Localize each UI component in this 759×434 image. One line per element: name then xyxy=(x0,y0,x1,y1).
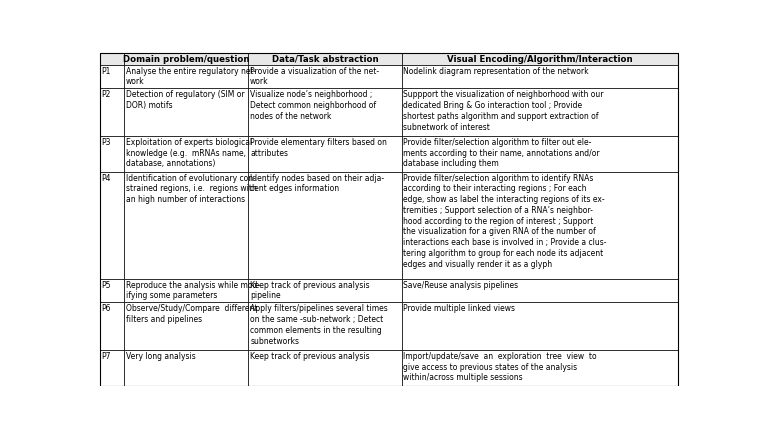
Text: P5: P5 xyxy=(102,281,111,289)
Text: Observe/Study/Compare  different
filters and pipelines: Observe/Study/Compare different filters … xyxy=(126,304,257,324)
Text: P2: P2 xyxy=(102,90,111,99)
Text: Provide filter/selection algorithm to identify RNAs
according to their interacti: Provide filter/selection algorithm to id… xyxy=(404,174,607,269)
Text: P7: P7 xyxy=(102,352,111,361)
Text: Data/Task abstraction: Data/Task abstraction xyxy=(272,55,378,64)
Bar xyxy=(248,350,402,385)
Bar xyxy=(99,53,124,65)
Bar xyxy=(402,89,679,136)
Bar xyxy=(124,350,248,385)
Text: Provide a visualization of the net-
work: Provide a visualization of the net- work xyxy=(250,67,380,86)
Text: Detection of regulatory (SIM or
DOR) motifs: Detection of regulatory (SIM or DOR) mot… xyxy=(126,90,244,110)
Bar xyxy=(248,136,402,171)
Bar xyxy=(124,302,248,350)
Bar xyxy=(248,279,402,302)
Bar xyxy=(99,136,124,171)
Bar xyxy=(402,171,679,279)
Text: Save/Reuse analysis pipelines: Save/Reuse analysis pipelines xyxy=(404,281,518,289)
Text: Visualize node’s neighborhood ;
Detect common neighborhood of
nodes of the netwo: Visualize node’s neighborhood ; Detect c… xyxy=(250,90,376,121)
Bar xyxy=(124,279,248,302)
Bar xyxy=(402,279,679,302)
Text: P3: P3 xyxy=(102,138,111,147)
Text: Suppport the visualization of neighborhood with our
dedicated Bring & Go interac: Suppport the visualization of neighborho… xyxy=(404,90,604,132)
Text: Keep track of previous analysis
pipeline: Keep track of previous analysis pipeline xyxy=(250,281,370,300)
Text: Identification of evolutionary con-
strained regions, i.e.  regions with
an high: Identification of evolutionary con- stra… xyxy=(126,174,257,204)
Text: Provide filter/selection algorithm to filter out ele-
ments according to their n: Provide filter/selection algorithm to fi… xyxy=(404,138,600,168)
Text: P6: P6 xyxy=(102,304,111,313)
Bar xyxy=(402,350,679,385)
Text: Identify nodes based on their adja-
cent edges information: Identify nodes based on their adja- cent… xyxy=(250,174,384,194)
Bar xyxy=(99,302,124,350)
Bar xyxy=(99,279,124,302)
Bar xyxy=(402,136,679,171)
Bar xyxy=(99,171,124,279)
Bar xyxy=(248,302,402,350)
Text: Keep track of previous analysis: Keep track of previous analysis xyxy=(250,352,370,361)
Bar xyxy=(248,53,402,65)
Text: Exploitation of experts biological
knowledge (e.g.  mRNAs name,
database, annota: Exploitation of experts biological knowl… xyxy=(126,138,252,168)
Text: Visual Encoding/Algorithm/Interaction: Visual Encoding/Algorithm/Interaction xyxy=(447,55,633,64)
Bar xyxy=(248,65,402,89)
Bar xyxy=(402,53,679,65)
Bar xyxy=(99,350,124,385)
Text: Reproduce the analysis while mod-
ifying some parameters: Reproduce the analysis while mod- ifying… xyxy=(126,281,260,300)
Bar xyxy=(99,65,124,89)
Bar xyxy=(124,171,248,279)
Text: Domain problem/question: Domain problem/question xyxy=(123,55,250,64)
Text: Very long analysis: Very long analysis xyxy=(126,352,195,361)
Text: Analyse the entire regulatory net-
work: Analyse the entire regulatory net- work xyxy=(126,67,256,86)
Text: P4: P4 xyxy=(102,174,111,183)
Text: Nodelink diagram representation of the network: Nodelink diagram representation of the n… xyxy=(404,67,589,76)
Bar xyxy=(402,302,679,350)
Bar xyxy=(124,65,248,89)
Text: Import/update/save  an  exploration  tree  view  to
give access to previous stat: Import/update/save an exploration tree v… xyxy=(404,352,597,382)
Bar xyxy=(248,89,402,136)
Bar xyxy=(248,171,402,279)
Bar xyxy=(124,89,248,136)
Bar xyxy=(124,53,248,65)
Bar xyxy=(124,136,248,171)
Bar xyxy=(99,89,124,136)
Text: P1: P1 xyxy=(102,67,111,76)
Bar xyxy=(402,65,679,89)
Text: Apply filters/pipelines several times
on the same -sub-network ; Detect
common e: Apply filters/pipelines several times on… xyxy=(250,304,388,345)
Text: Provide multiple linked views: Provide multiple linked views xyxy=(404,304,515,313)
Text: Provide elementary filters based on
attributes: Provide elementary filters based on attr… xyxy=(250,138,387,158)
